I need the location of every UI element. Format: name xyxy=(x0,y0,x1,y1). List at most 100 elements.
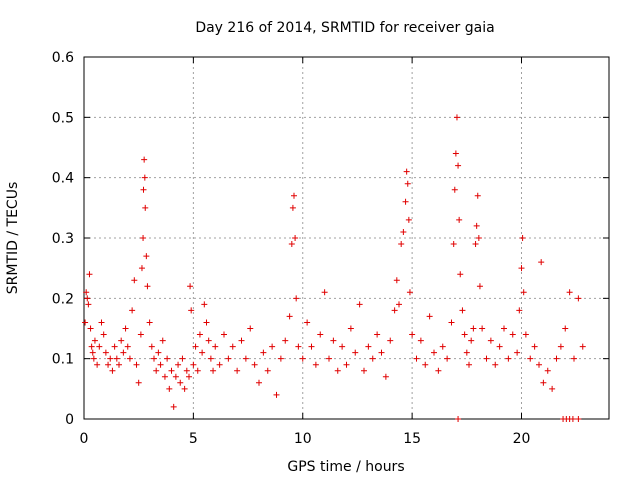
data-point xyxy=(140,186,147,193)
data-point xyxy=(120,349,127,356)
data-point xyxy=(531,343,538,350)
data-point xyxy=(475,235,482,241)
data-point xyxy=(468,337,475,344)
data-point xyxy=(435,367,442,374)
data-point xyxy=(387,337,394,344)
data-point xyxy=(153,367,160,374)
x-axis-label: GPS time / hours xyxy=(287,459,404,475)
data-point xyxy=(553,355,560,362)
data-point xyxy=(282,337,289,344)
data-point xyxy=(295,343,302,350)
data-point xyxy=(457,271,464,278)
data-point xyxy=(557,343,564,350)
data-point xyxy=(456,216,463,223)
data-point xyxy=(229,343,236,350)
data-point xyxy=(398,241,405,248)
data-point xyxy=(308,343,315,350)
data-point xyxy=(90,355,97,362)
y-axis-label: SRMTID / TECUs xyxy=(5,182,21,295)
data-point xyxy=(292,235,299,241)
data-point xyxy=(448,319,455,326)
data-point xyxy=(317,331,324,338)
y-tick-label: 0 xyxy=(65,412,74,428)
data-point xyxy=(455,162,462,169)
data-point xyxy=(133,361,140,368)
data-point xyxy=(402,198,409,205)
data-point xyxy=(549,385,556,392)
data-point xyxy=(151,355,157,362)
data-point xyxy=(453,114,460,121)
data-point xyxy=(474,192,481,199)
data-point xyxy=(86,271,93,278)
data-point xyxy=(183,367,190,374)
data-point xyxy=(575,295,582,302)
data-point xyxy=(140,235,147,241)
data-point xyxy=(522,331,529,338)
data-point xyxy=(374,331,381,338)
data-point xyxy=(107,355,114,362)
data-point xyxy=(116,361,122,368)
data-point xyxy=(155,349,162,356)
data-points xyxy=(82,114,586,422)
data-point xyxy=(135,379,142,386)
data-point xyxy=(479,325,486,332)
y-tick-label: 0.2 xyxy=(52,291,74,307)
x-tick-label: 5 xyxy=(189,431,198,447)
data-point xyxy=(562,325,569,332)
data-point xyxy=(492,361,499,368)
data-point xyxy=(199,349,206,356)
data-point xyxy=(161,373,168,380)
data-point xyxy=(413,355,420,362)
data-point xyxy=(509,331,516,338)
data-point xyxy=(126,355,133,362)
data-point xyxy=(181,385,188,392)
data-point xyxy=(431,349,437,356)
data-point xyxy=(378,349,385,356)
data-point xyxy=(188,307,195,314)
data-point xyxy=(455,416,462,422)
x-tick-label: 20 xyxy=(513,431,531,447)
data-point xyxy=(304,319,311,326)
data-point xyxy=(536,361,542,368)
data-point xyxy=(501,325,507,332)
data-point xyxy=(426,313,433,320)
data-point xyxy=(87,325,94,332)
data-point xyxy=(496,343,503,350)
data-point xyxy=(451,186,458,193)
data-point xyxy=(212,343,219,350)
data-point xyxy=(321,289,328,296)
data-point xyxy=(89,349,96,356)
data-point xyxy=(118,337,125,344)
y-tick-label: 0.6 xyxy=(52,50,74,66)
data-point xyxy=(192,343,199,350)
data-point xyxy=(444,355,451,362)
data-point xyxy=(256,379,262,386)
data-point xyxy=(264,367,271,374)
data-point xyxy=(403,168,410,175)
data-point xyxy=(102,349,109,356)
y-tick-label: 0.3 xyxy=(52,231,74,247)
data-point xyxy=(461,331,468,338)
data-point xyxy=(459,307,466,314)
data-point xyxy=(288,241,295,248)
data-point xyxy=(131,277,138,284)
data-point xyxy=(566,289,573,296)
data-point xyxy=(450,241,457,248)
data-point xyxy=(144,283,151,290)
y-tick-label: 0.1 xyxy=(52,352,74,368)
data-point xyxy=(339,343,346,350)
data-point xyxy=(299,355,306,362)
data-point xyxy=(157,361,164,368)
data-point xyxy=(569,416,576,422)
data-point xyxy=(571,355,577,362)
x-tick-label: 15 xyxy=(403,431,421,447)
data-point xyxy=(487,337,494,344)
data-point xyxy=(96,343,103,350)
y-tick-label: 0.5 xyxy=(52,110,74,126)
data-point xyxy=(186,373,192,380)
data-point xyxy=(382,373,389,380)
data-point xyxy=(273,391,280,398)
data-point xyxy=(269,343,276,350)
data-point xyxy=(172,373,179,380)
